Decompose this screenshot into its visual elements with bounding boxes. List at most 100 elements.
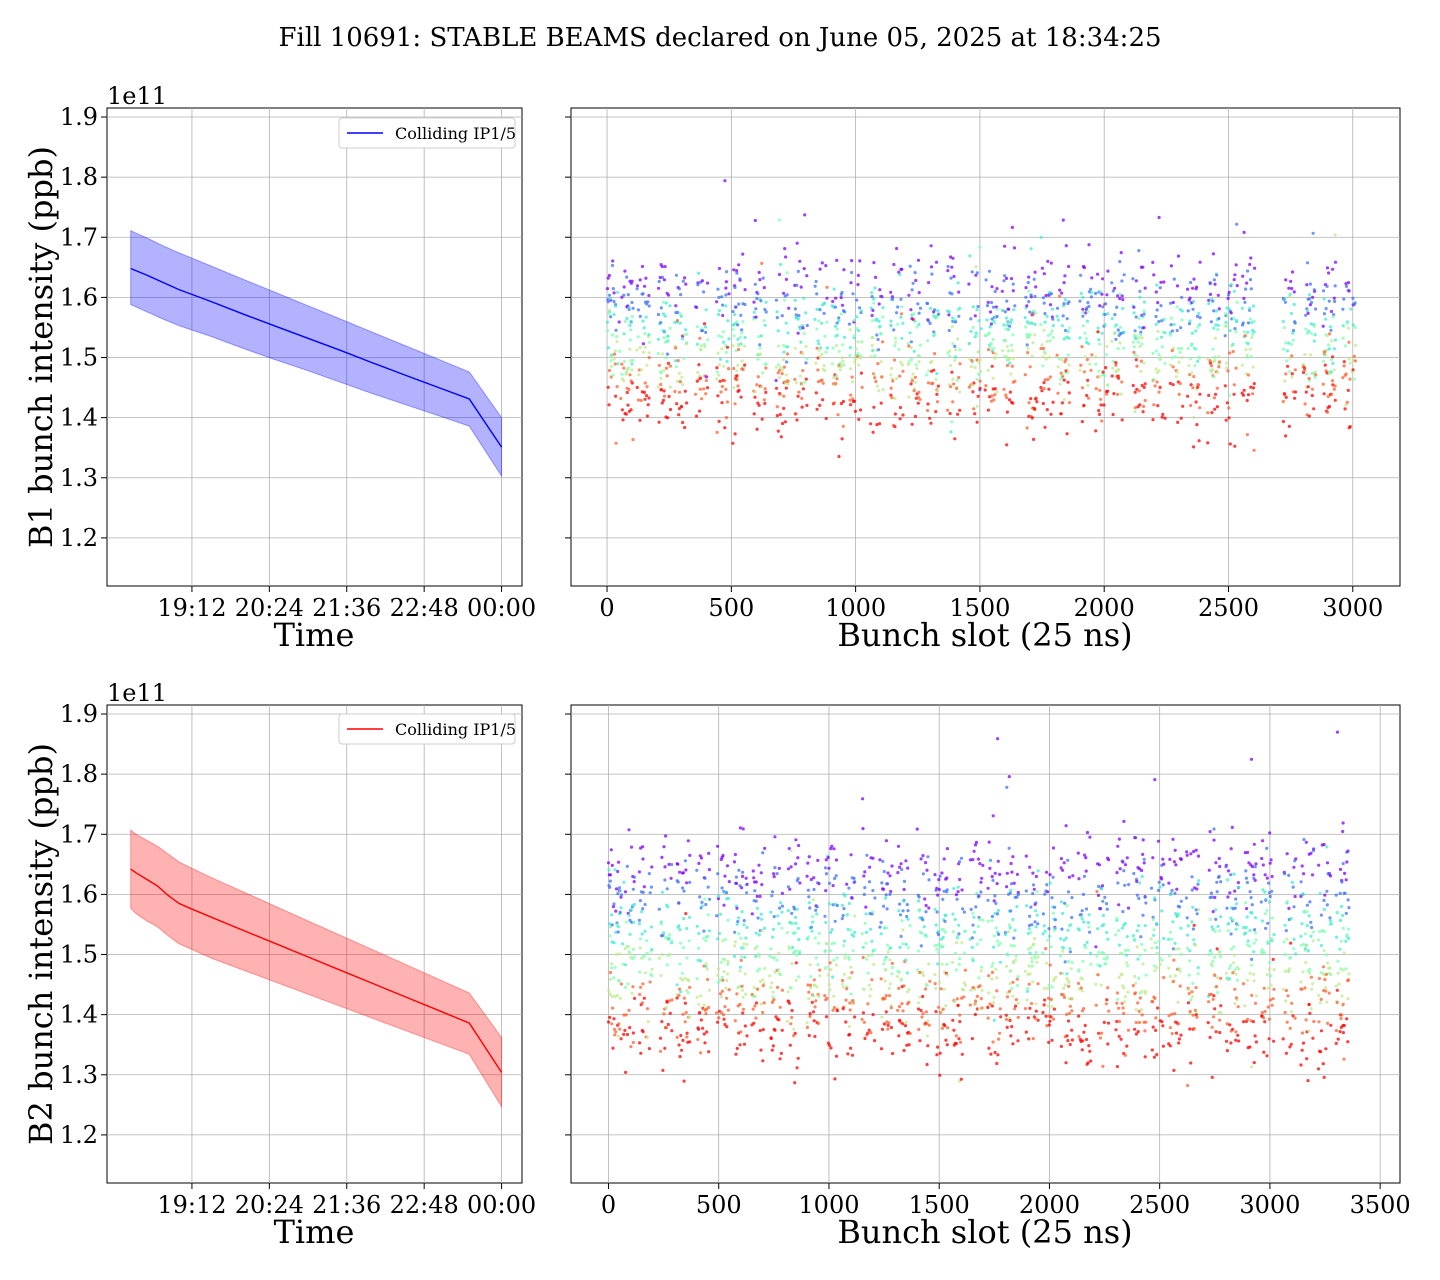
b1-slot-bunch-point	[1085, 319, 1089, 323]
b1-slot-bunch-point	[967, 342, 971, 346]
b1-time-line-layer	[130, 267, 503, 448]
b1-slot-bunch-point	[951, 400, 955, 404]
b1-slot-bunch-point	[698, 336, 702, 340]
b1-slot-bunch-point	[899, 360, 903, 364]
b2-slot-bunch-point	[744, 876, 748, 880]
b1-slot-bunch-point	[734, 305, 738, 309]
b2-slot-bunch-point	[1250, 993, 1254, 998]
b2-slot-bunch-point	[818, 968, 822, 972]
b2-slot-bunch-point	[807, 1033, 811, 1038]
b1-slot-bunch-point	[1232, 278, 1236, 282]
b2-slot-bunch-point	[814, 908, 818, 912]
b2-slot-bunch-point	[721, 978, 725, 982]
b2-slot-bunch-point	[934, 923, 938, 927]
b2-slot-bunch-point	[1244, 925, 1248, 930]
b1-slot-bunch-point	[1062, 398, 1066, 402]
b2-slot-bunch-point	[990, 977, 994, 981]
b1-slot-bunch-point	[1113, 286, 1117, 290]
b2-time-x-tick-label: 00:00	[467, 1191, 536, 1219]
b1-slot-bunch-point	[818, 355, 822, 359]
b2-slot-bunch-point	[1167, 1014, 1171, 1018]
b1-slot-bunch-point	[1120, 380, 1124, 384]
b2-slot-bunch-point	[1160, 958, 1164, 962]
b1-slot-bunch-point	[837, 318, 841, 323]
b2-slot-bunch-point	[1028, 972, 1032, 976]
b1-slot-bunch-point	[719, 390, 723, 394]
b2-slot-bunch-point	[833, 1077, 837, 1081]
b1-slot-bunch-point	[1290, 372, 1294, 376]
b1-slot-bunch-point	[613, 349, 617, 353]
b2-slot-bunch-point	[661, 1068, 665, 1072]
b1-slot-bunch-point	[1023, 316, 1027, 320]
b1-slot-bunch-point	[1009, 277, 1014, 281]
b1-slot-bunch-point	[1283, 300, 1287, 304]
b1-slot-bunch-point	[917, 311, 921, 315]
b2-slot-bunch-point	[1158, 962, 1162, 967]
b2-slot-bunch-point	[707, 929, 712, 933]
b1-slot-bunch-point	[1011, 401, 1015, 405]
b1-slot-bunch-point	[879, 331, 883, 335]
b2-slot-bunch-point	[775, 872, 779, 876]
b2-slot-bunch-point	[786, 909, 791, 913]
b1-slot-bunch-point	[838, 368, 842, 372]
b2-slot-bunch-point	[962, 995, 966, 999]
b2-slot-bunch-point	[1027, 1037, 1031, 1041]
b2-slot-bunch-point	[771, 1044, 776, 1048]
b1-slot-bunch-point	[975, 404, 979, 408]
b2-slot-bunch-point	[1177, 1041, 1181, 1045]
b1-slot-bunch-point	[1157, 320, 1161, 324]
b2-slot-bunch-point	[790, 961, 794, 966]
b1-slot-bunch-point	[917, 291, 921, 295]
b2-slot-bunch-point	[1172, 860, 1176, 864]
b1-slot-bunch-point	[647, 304, 651, 308]
b2-slot-bunch-point	[1134, 1008, 1138, 1012]
b2-slot-bunch-point	[1123, 948, 1128, 953]
b2-slot-bunch-point	[936, 962, 940, 966]
b1-slot-bunch-point	[1211, 299, 1215, 303]
b2-slot-bunch-point	[1117, 1034, 1121, 1038]
b2-slot-bunch-point	[1176, 1022, 1180, 1026]
b2-slot-bunch-point	[1043, 929, 1047, 933]
b2-slot-bunch-point	[1030, 964, 1034, 968]
b2-slot-bunch-point	[703, 1041, 707, 1045]
b1-slot-bunch-point	[1217, 365, 1221, 369]
b2-slot-bunch-point	[1161, 857, 1165, 861]
b2-slot-bunch-point	[1046, 938, 1050, 942]
b2-slot-bunch-point	[663, 1046, 667, 1050]
b1-slot-bunch-point	[763, 323, 767, 327]
b2-slot-bunch-point	[773, 1028, 777, 1032]
b1-slot-bunch-point	[1113, 313, 1117, 317]
b1-slot-bunch-point	[1003, 310, 1007, 314]
b2-slot-bunch-point	[757, 967, 762, 971]
b2-slot-bunch-point	[640, 932, 644, 936]
b1-slot-bunch-point	[697, 363, 701, 367]
b2-slot-bunch-point	[787, 1001, 792, 1005]
b1-time-y-tick-label: 1.9	[60, 103, 98, 131]
b2-slot-bunch-point	[1328, 916, 1332, 920]
b2-slot-bunch-point	[785, 1019, 790, 1023]
b1-slot-bunch-point	[850, 375, 854, 379]
b1-slot-bunch-point	[989, 300, 994, 305]
b1-slot-bunch-point	[1049, 332, 1053, 336]
b1-slot-bunch-point	[1288, 370, 1292, 374]
b1-slot-bunch-point	[1251, 304, 1256, 308]
b2-slot-bunch-point	[1195, 1015, 1199, 1019]
b2-slot-bunch-point	[1154, 922, 1159, 926]
b2-slot-bunch-point	[941, 944, 945, 948]
b1-slot-bunch-point	[869, 422, 873, 426]
b1-slot-bunch-point	[794, 412, 798, 416]
b2-slot-bunch-point	[883, 979, 887, 983]
b2-slot-bunch-point	[1117, 943, 1121, 947]
b1-slot-bunch-point	[969, 365, 973, 369]
b1-slot-bunch-point	[908, 331, 912, 335]
b2-slot-bunch-point	[828, 988, 832, 992]
b1-slot-bunch-point	[1229, 311, 1233, 315]
b2-slot-bunch-point	[680, 971, 685, 975]
b1-slot-bunch-point	[1251, 332, 1255, 336]
b2-slot-bunch-point	[727, 988, 731, 992]
b2-slot-bunch-point	[1246, 939, 1250, 943]
b2-slot-bunch-point	[614, 887, 619, 891]
b2-slot-bunch-point	[1155, 966, 1159, 970]
b1-slot-bunch-point	[1197, 323, 1202, 327]
b2-slot-bunch-point	[1141, 962, 1145, 966]
